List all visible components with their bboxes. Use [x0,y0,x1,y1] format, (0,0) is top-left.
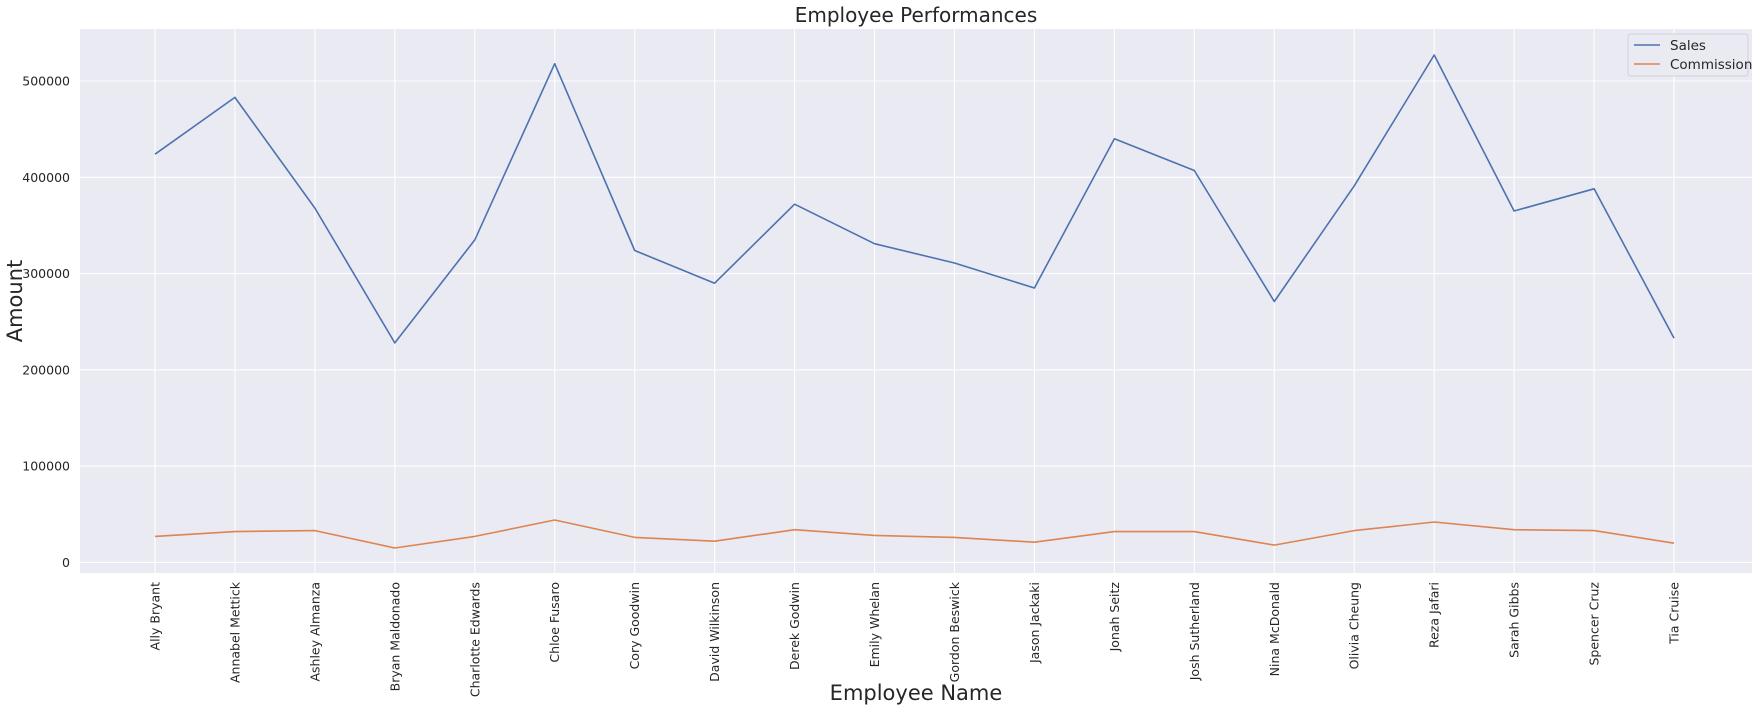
x-tick-label: David Wilkinson [707,582,722,682]
series-line-sales [154,54,1675,344]
gridlines [80,29,1752,573]
series-line-commission [154,519,1675,549]
series-layer [154,54,1675,549]
chart-title: Employee Performances [795,3,1038,27]
x-tick-label: Olivia Cheung [1347,582,1362,669]
x-tick-label: Ashley Almanza [307,582,322,682]
x-tick-label: Emily Whelan [867,582,882,667]
x-tick-label: Spencer Cruz [1587,582,1602,666]
y-tick-label: 100000 [22,459,70,474]
x-tick-label: Nina McDonald [1267,582,1282,676]
y-tick-label: 0 [62,555,70,570]
x-tick-label: Ally Bryant [148,582,163,651]
legend: Sales Commission [1627,33,1752,77]
legend-label-sales: Sales [1670,38,1706,54]
y-tick-label: 400000 [22,170,70,185]
x-tick-label: Chloe Fusaro [547,582,562,663]
x-tick-label: Gordon Beswick [947,581,962,682]
y-tick-label: 300000 [22,266,70,281]
y-tick-labels: 0 100000 200000 300000 400000 500000 [22,73,70,569]
x-tick-label: Jason Jackaki [1027,582,1042,664]
x-tick-label: Charlotte Edwards [467,582,482,697]
x-tick-label: Jonah Seitz [1107,582,1122,653]
x-tick-label: Josh Sutherland [1187,582,1202,681]
x-tick-labels: Ally Bryant Annabel Mettick Ashley Almanza… [148,581,1682,697]
x-axis-title: Employee Name [830,681,1003,705]
y-axis-title: Amount [3,260,27,343]
plot-area [80,29,1752,573]
x-tick-label: Bryan Maldonado [387,582,402,691]
x-tick-label: Tia Cruise [1667,582,1682,645]
x-tick-label: Derek Godwin [787,582,802,670]
legend-label-commission: Commission [1670,57,1752,73]
y-tick-label: 200000 [22,362,70,377]
x-tick-label: Sarah Gibbs [1507,582,1522,658]
x-tick-label: Annabel Mettick [227,581,242,683]
x-tick-label: Reza Jafari [1427,582,1442,648]
y-tick-label: 500000 [22,73,70,88]
x-tick-label: Cory Goodwin [627,582,642,669]
